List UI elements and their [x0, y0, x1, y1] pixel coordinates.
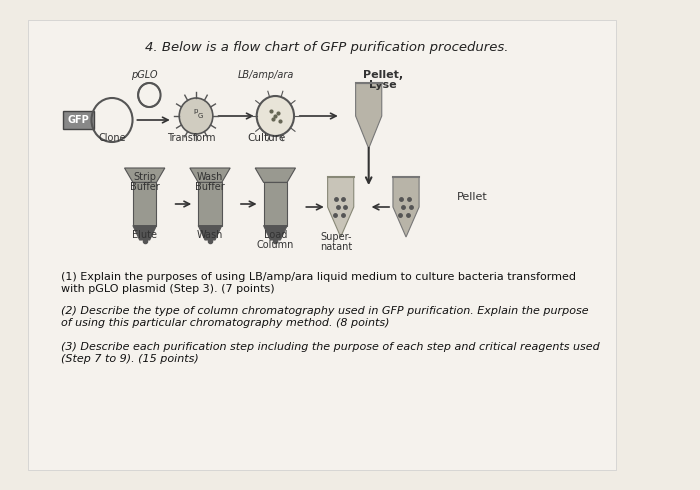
Text: (2) Describe the type of column chromatography used in GFP purification. Explain: (2) Describe the type of column chromato… [61, 306, 588, 328]
Text: Column: Column [257, 240, 294, 250]
Text: Wash: Wash [197, 172, 223, 182]
Polygon shape [198, 182, 222, 225]
Text: Pellet,: Pellet, [363, 70, 402, 80]
Polygon shape [264, 225, 287, 240]
Text: Clone: Clone [98, 133, 126, 143]
Polygon shape [356, 83, 382, 148]
Text: Buffer: Buffer [130, 182, 160, 192]
Polygon shape [190, 168, 230, 182]
Text: Strip: Strip [133, 172, 156, 182]
Text: Transform: Transform [167, 133, 216, 143]
Polygon shape [256, 168, 295, 182]
Text: Culture: Culture [247, 133, 285, 143]
Polygon shape [133, 225, 156, 240]
Circle shape [179, 98, 213, 134]
Polygon shape [198, 225, 222, 240]
Polygon shape [393, 177, 419, 237]
Text: G: G [198, 113, 203, 119]
Text: GFP: GFP [67, 115, 90, 125]
Polygon shape [125, 168, 164, 182]
Polygon shape [328, 177, 354, 237]
Text: LB/amp/ara: LB/amp/ara [238, 70, 294, 80]
Text: Lyse: Lyse [369, 80, 396, 90]
Polygon shape [264, 182, 287, 225]
Text: (3) Describe each purification step including the purpose of each step and criti: (3) Describe each purification step incl… [61, 342, 599, 364]
Text: Pellet: Pellet [457, 192, 488, 202]
Text: pGLO: pGLO [132, 70, 158, 80]
Text: p: p [193, 108, 197, 114]
FancyBboxPatch shape [28, 20, 616, 470]
Polygon shape [133, 182, 156, 225]
Text: 4. Below is a flow chart of GFP purification procedures.: 4. Below is a flow chart of GFP purifica… [145, 42, 508, 54]
Text: natant: natant [320, 242, 352, 252]
Text: Super-: Super- [321, 232, 352, 242]
Text: Load: Load [264, 230, 287, 240]
Text: Elute: Elute [132, 230, 158, 240]
Circle shape [257, 96, 294, 136]
FancyBboxPatch shape [62, 111, 94, 129]
Text: (1) Explain the purposes of using LB/amp/ara liquid medium to culture bacteria t: (1) Explain the purposes of using LB/amp… [61, 272, 575, 294]
Text: Buffer: Buffer [195, 182, 225, 192]
Text: Wash: Wash [197, 230, 223, 240]
